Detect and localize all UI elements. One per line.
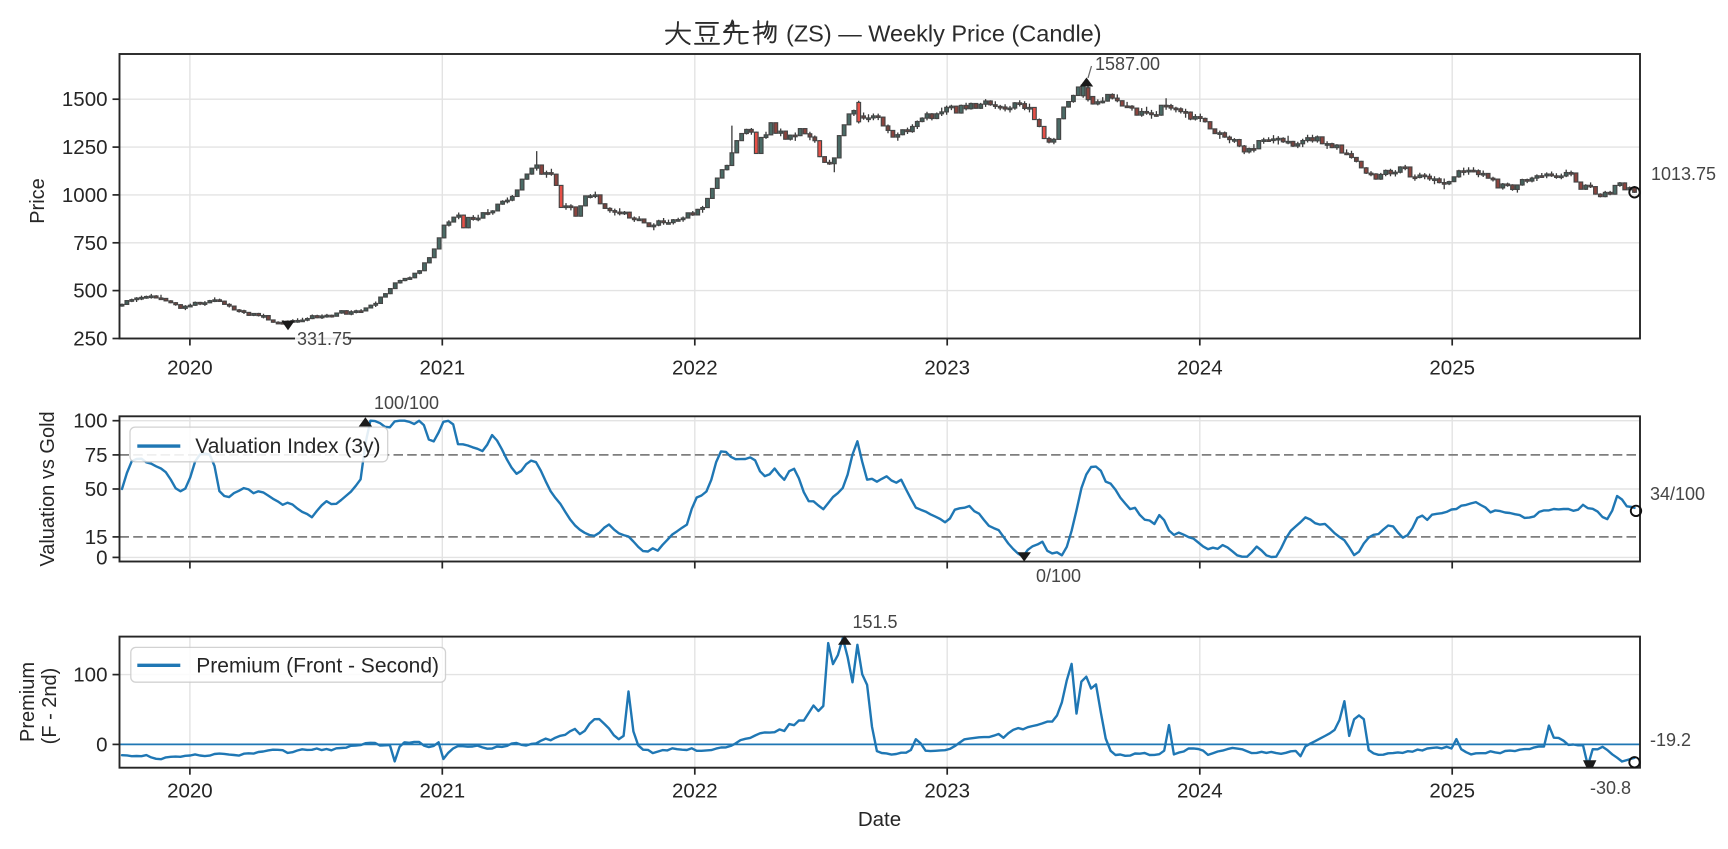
svg-text:(F - 2nd): (F - 2nd): [39, 668, 61, 745]
svg-text:100: 100: [73, 410, 107, 433]
svg-text:34/100: 34/100: [1650, 484, 1705, 504]
svg-text:2024: 2024: [1177, 357, 1223, 380]
svg-text:2020: 2020: [167, 780, 213, 803]
svg-text:2022: 2022: [672, 357, 718, 380]
svg-text:15: 15: [85, 526, 108, 549]
svg-text:1000: 1000: [62, 184, 108, 207]
svg-text:Premium (Front - Second): Premium (Front - Second): [196, 655, 439, 678]
svg-text:331.75: 331.75: [297, 329, 352, 349]
svg-text:2024: 2024: [1177, 780, 1223, 803]
svg-text:100/100: 100/100: [374, 393, 439, 413]
svg-text:2022: 2022: [672, 780, 718, 803]
svg-text:Premium: Premium: [17, 662, 39, 742]
svg-text:100: 100: [73, 664, 107, 687]
svg-text:750: 750: [73, 232, 107, 255]
svg-text:0: 0: [96, 733, 107, 756]
svg-text:75: 75: [85, 444, 108, 467]
svg-text:Price: Price: [27, 178, 49, 224]
svg-text:1250: 1250: [62, 136, 108, 159]
svg-text:151.5: 151.5: [853, 612, 898, 632]
svg-text:Date: Date: [858, 808, 901, 831]
svg-text:50: 50: [85, 478, 108, 501]
svg-text:0: 0: [96, 546, 107, 569]
svg-text:500: 500: [73, 280, 107, 303]
svg-text:-30.8: -30.8: [1590, 778, 1631, 798]
svg-text:2020: 2020: [167, 357, 213, 380]
svg-text:2021: 2021: [419, 357, 465, 380]
svg-text:1500: 1500: [62, 88, 108, 111]
svg-text:Valuation Index (3y): Valuation Index (3y): [195, 435, 380, 458]
svg-text:1013.75: 1013.75: [1651, 164, 1716, 184]
svg-text:2023: 2023: [924, 780, 970, 803]
svg-text:1587.00: 1587.00: [1095, 54, 1160, 74]
svg-text:(ZS) — Weekly Price (Candle): (ZS) — Weekly Price (Candle): [786, 21, 1102, 47]
svg-text:Valuation vs Gold: Valuation vs Gold: [37, 411, 59, 566]
svg-text:2025: 2025: [1429, 357, 1475, 380]
svg-text:250: 250: [73, 328, 107, 351]
svg-text:2025: 2025: [1429, 780, 1475, 803]
svg-text:2021: 2021: [419, 780, 465, 803]
svg-text:0/100: 0/100: [1036, 566, 1081, 586]
svg-text:-19.2: -19.2: [1650, 730, 1691, 750]
svg-text:2023: 2023: [924, 357, 970, 380]
